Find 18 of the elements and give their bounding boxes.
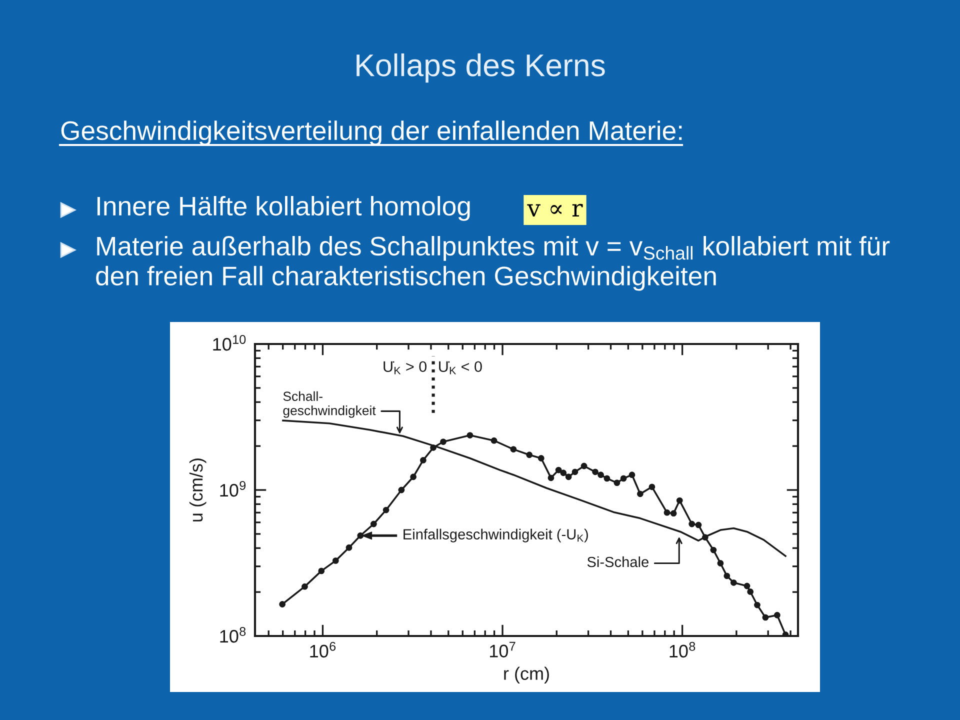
text: Innere Hälfte kollabiert homolog xyxy=(97,196,470,221)
annotation: U̇$_{K}$ > 0 xyxy=(384,361,427,374)
y-tick-label: 10$^{10}$ xyxy=(213,335,246,351)
annotation: Einfallsgeschwindigkeit (-U$_{K}$) xyxy=(404,528,588,542)
y-axis-title: u (cm/s) xyxy=(189,458,206,522)
x-tick-label: 10$^{8}$ xyxy=(670,642,696,658)
x-axis-title: r (cm) xyxy=(504,666,549,684)
x-tick-label: 10$^{7}$ xyxy=(490,642,516,658)
x-tick-label: 10$^{6}$ xyxy=(310,642,336,658)
annotation: Si-Schale xyxy=(587,556,648,568)
y-tick-label: 10$^{9}$ xyxy=(220,481,246,497)
text: Materie außerhalb des Schallpunktes mit v = v$_{Schall}$ kollabiert mit für den freien Fall charakteristischen Geschwindigkeiten xyxy=(96,236,890,291)
y-tick-label: 10$^{8}$ xyxy=(220,627,246,643)
annotation: U̇$_{K}$ < 0 xyxy=(439,361,482,374)
annotation: Schall- geschwindigkeit xyxy=(283,391,376,418)
text: v ∝ r xyxy=(527,204,583,217)
chart-subtitle: Geschwindigkeitsverteilung der einfallenden Materie: xyxy=(61,120,682,146)
chart-title: Kollaps des Kerns xyxy=(356,53,605,83)
